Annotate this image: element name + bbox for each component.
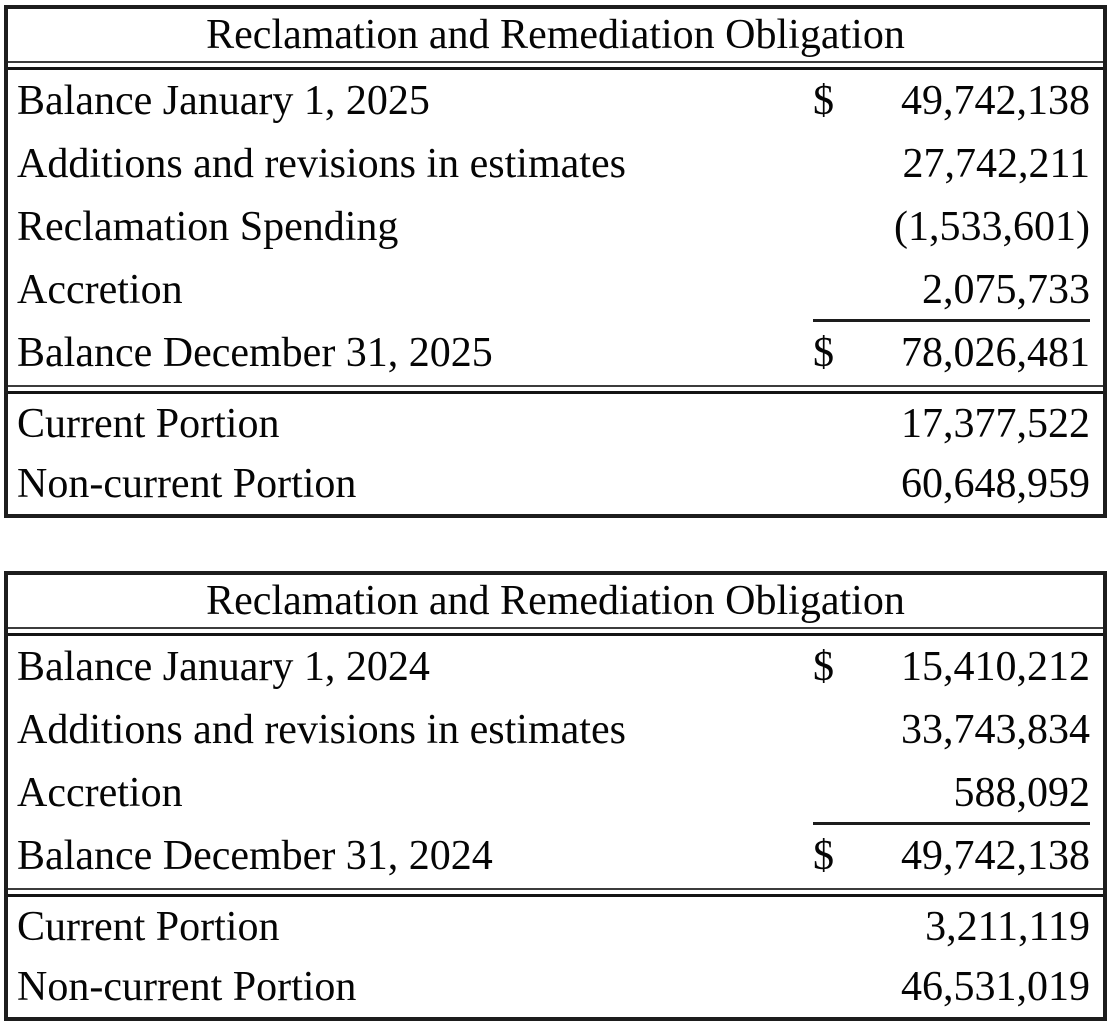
table-row: Reclamation Spending (1,533,601) xyxy=(8,196,1103,259)
amount-group: 3,211,119 xyxy=(813,897,1090,957)
row-amount: 49,742,138 xyxy=(901,78,1090,124)
row-amount: 588,092 xyxy=(953,770,1091,816)
table-footer-2024: Current Portion 3,211,119 Non-current Po… xyxy=(8,897,1103,1017)
amount-group: (1,533,601) xyxy=(813,196,1090,259)
table-row: Balance January 1, 2025 $ 49,742,138 xyxy=(8,70,1103,133)
amount-group: 17,377,522 xyxy=(813,394,1090,454)
row-label: Additions and revisions in estimates xyxy=(17,141,626,187)
row-label: Reclamation Spending xyxy=(17,204,399,250)
table-row: Additions and revisions in estimates 27,… xyxy=(8,133,1103,196)
row-label: Accretion xyxy=(17,770,183,816)
table-body-2025: Balance January 1, 2025 $ 49,742,138 Add… xyxy=(8,70,1103,385)
row-label: Non-current Portion xyxy=(17,461,357,507)
row-label: Non-current Portion xyxy=(17,964,357,1010)
amount-group: $ 49,742,138 xyxy=(813,825,1090,888)
row-label: Additions and revisions in estimates xyxy=(17,707,626,753)
row-amount: 15,410,212 xyxy=(901,644,1090,690)
table-row: Additions and revisions in estimates 33,… xyxy=(8,699,1103,762)
dollar-sign: $ xyxy=(813,78,834,124)
row-label: Current Portion xyxy=(17,904,280,950)
table-row: Balance December 31, 2024 $ 49,742,138 xyxy=(8,825,1103,888)
amount-group: $ 49,742,138 xyxy=(813,70,1090,133)
amount-group: 46,531,019 xyxy=(813,957,1090,1017)
row-label: Accretion xyxy=(17,267,183,313)
table-row: Balance December 31, 2025 $ 78,026,481 xyxy=(8,322,1103,385)
row-label: Balance December 31, 2024 xyxy=(17,833,493,879)
table-row: Current Portion 17,377,522 xyxy=(8,394,1103,454)
row-amount: 17,377,522 xyxy=(901,401,1090,447)
table-body-2024: Balance January 1, 2024 $ 15,410,212 Add… xyxy=(8,636,1103,888)
row-amount: (1,533,601) xyxy=(894,204,1090,250)
amount-group: $ 15,410,212 xyxy=(813,636,1090,699)
row-amount: 27,742,211 xyxy=(902,141,1090,187)
row-amount: 60,648,959 xyxy=(901,461,1090,507)
row-label: Current Portion xyxy=(17,401,280,447)
amount-group-subtotal-underline: 588,092 xyxy=(813,762,1090,825)
header-separator-rule xyxy=(8,627,1103,636)
amount-group-subtotal-underline: 2,075,733 xyxy=(813,259,1090,322)
header-separator-rule xyxy=(8,61,1103,70)
table-row: Accretion 588,092 xyxy=(8,762,1103,825)
row-amount: 3,211,119 xyxy=(925,904,1090,950)
table-title: Reclamation and Remediation Obligation xyxy=(206,12,905,58)
table-row: Accretion 2,075,733 xyxy=(8,259,1103,322)
table-footer-2025: Current Portion 17,377,522 Non-current P… xyxy=(8,394,1103,514)
dollar-sign: $ xyxy=(813,330,834,376)
row-label: Balance January 1, 2025 xyxy=(17,78,430,124)
dollar-sign: $ xyxy=(813,644,834,690)
row-amount: 33,743,834 xyxy=(901,707,1090,753)
amount-group: $ 78,026,481 xyxy=(813,322,1090,385)
row-label: Balance December 31, 2025 xyxy=(17,330,493,376)
obligation-table-2024: Reclamation and Remediation Obligation B… xyxy=(4,571,1107,1021)
table-row: Non-current Portion 60,648,959 xyxy=(8,454,1103,514)
section-separator-rule xyxy=(8,888,1103,897)
amount-group: 27,742,211 xyxy=(813,133,1090,196)
table-row: Balance January 1, 2024 $ 15,410,212 xyxy=(8,636,1103,699)
amount-group: 33,743,834 xyxy=(813,699,1090,762)
row-amount: 49,742,138 xyxy=(901,833,1090,879)
amount-group: 60,648,959 xyxy=(813,454,1090,514)
dollar-sign: $ xyxy=(813,833,834,879)
row-label: Balance January 1, 2024 xyxy=(17,644,430,690)
row-amount: 46,531,019 xyxy=(901,964,1090,1010)
section-separator-rule xyxy=(8,385,1103,394)
table-title: Reclamation and Remediation Obligation xyxy=(206,578,905,624)
table-row: Current Portion 3,211,119 xyxy=(8,897,1103,957)
row-amount: 78,026,481 xyxy=(901,330,1090,376)
row-amount: 2,075,733 xyxy=(922,267,1090,313)
obligation-table-2025: Reclamation and Remediation Obligation B… xyxy=(4,5,1107,518)
table-row: Non-current Portion 46,531,019 xyxy=(8,957,1103,1017)
